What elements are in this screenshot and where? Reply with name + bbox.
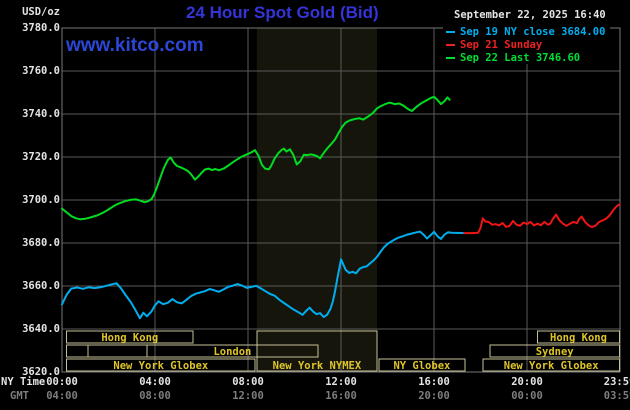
session-box-hong-kong — [536, 330, 621, 344]
y-axis-tick-label: 3740.0 — [22, 108, 60, 120]
page-title: 24 Hour Spot Gold (Bid) — [186, 3, 379, 22]
legend-label: Sep 19 NY close 3684.00 — [460, 25, 606, 38]
session-box-ny-globex — [378, 358, 466, 372]
legend-item-sep21: Sep 21 Sunday — [443, 38, 611, 51]
session-label-hong-kong: Hong Kong — [101, 332, 159, 344]
y-axis-tick-label: 3680.0 — [22, 237, 60, 249]
session-box-new-york-globex — [66, 358, 256, 372]
series-line-sep-21-sunday — [463, 203, 621, 235]
legend-dash-icon — [446, 30, 455, 33]
session-box-london — [146, 344, 319, 358]
legend-dash-icon — [446, 43, 455, 46]
x-axis-tick-label-gmt: 16:00 — [325, 390, 357, 402]
plot-border — [61, 27, 621, 373]
legend-item-sep19: Sep 19 NY close 3684.00 — [443, 25, 611, 38]
y-axis-tick-label: 3700.0 — [22, 194, 60, 206]
kitco-watermark: www.kitco.com — [66, 35, 204, 56]
x-axis-tick-label-ny: 00:00 — [46, 376, 78, 388]
legend: Sep 19 NY close 3684.00 Sep 21 Sunday Se… — [443, 25, 611, 64]
x-axis-tick-label-gmt: 08:00 — [139, 390, 171, 402]
x-axis-ny-time-label: NY Time — [1, 376, 46, 388]
session-box-new-york-globex — [482, 358, 621, 372]
x-axis-tick-label-gmt: 20:00 — [418, 390, 450, 402]
x-axis-tick-label-ny: 23:59 — [603, 376, 630, 388]
session-label-new-york-globex: New York Globex — [503, 360, 599, 372]
x-axis-tick-label-gmt: 00:00 — [511, 390, 543, 402]
x-axis-tick-label-gmt: 04:00 — [46, 390, 78, 402]
x-axis-tick-label-ny: 04:00 — [139, 376, 171, 388]
x-axis-tick-label-ny: 08:00 — [232, 376, 264, 388]
x-axis-tick-label-gmt: 12:00 — [232, 390, 264, 402]
x-axis-tick-label-ny: 16:00 — [418, 376, 450, 388]
y-axis-tick-label: 3780.0 — [22, 22, 60, 34]
y-axis-tick-label: 3620.0 — [22, 366, 60, 378]
x-axis-gmt-label: GMT — [10, 390, 29, 402]
chart-datetime: September 22, 2025 16:40 — [454, 9, 606, 21]
y-axis-unit-label: USD/oz — [22, 6, 60, 18]
session-box-new-york-nymex — [256, 330, 378, 372]
session-label-hong-kong: Hong Kong — [550, 332, 607, 344]
session-box-unlabeled — [66, 344, 89, 358]
x-axis-tick-label-ny: 20:00 — [511, 376, 543, 388]
y-axis-tick-label: 3720.0 — [22, 151, 60, 163]
session-box-sydney — [489, 344, 621, 358]
y-axis-tick-label: 3640.0 — [22, 323, 60, 335]
legend-label: Sep 21 Sunday — [460, 38, 543, 51]
legend-label: Sep 22 Last 3746.60 — [460, 51, 581, 64]
session-label-ny-globex: NY Globex — [393, 360, 451, 372]
session-label-new-york-globex: New York Globex — [113, 360, 209, 372]
x-axis-tick-label-gmt: 03:59 — [603, 390, 630, 402]
x-axis-tick-label-ny: 12:00 — [325, 376, 357, 388]
y-axis-tick-label: 3660.0 — [22, 280, 60, 292]
series-line-sep-19-ny-close — [61, 230, 466, 320]
y-axis-tick-label: 3760.0 — [22, 65, 60, 77]
legend-item-sep22: Sep 22 Last 3746.60 — [443, 51, 611, 64]
session-box-hong-kong — [66, 330, 194, 344]
series-line-sep-22-last — [61, 95, 451, 221]
legend-dash-icon — [446, 56, 455, 59]
session-label-sydney: Sydney — [535, 346, 574, 358]
session-label-london: London — [213, 346, 252, 358]
session-box-unlabeled — [87, 344, 148, 358]
session-label-new-york-nymex: New York NYMEX — [272, 360, 362, 372]
